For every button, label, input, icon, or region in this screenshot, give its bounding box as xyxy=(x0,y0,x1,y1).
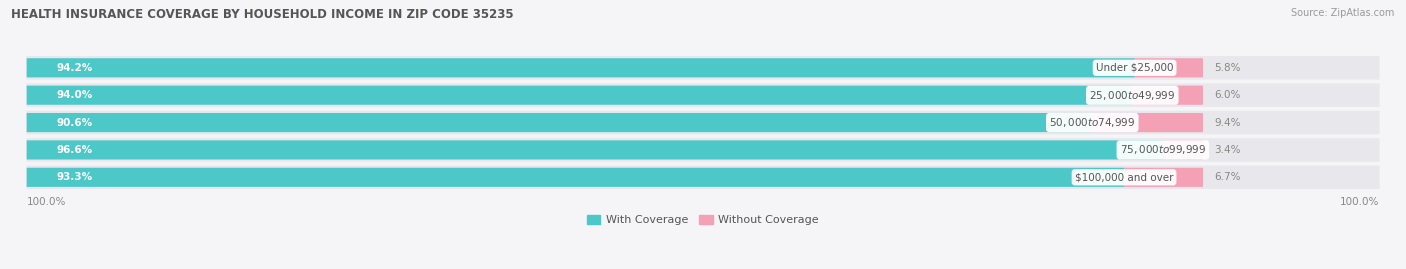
FancyBboxPatch shape xyxy=(1123,168,1204,187)
FancyBboxPatch shape xyxy=(27,165,1379,189)
FancyBboxPatch shape xyxy=(1092,113,1204,132)
Text: 100.0%: 100.0% xyxy=(1340,197,1379,207)
FancyBboxPatch shape xyxy=(27,168,1125,187)
FancyBboxPatch shape xyxy=(27,111,1379,134)
Text: 96.6%: 96.6% xyxy=(56,145,93,155)
Text: Under $25,000: Under $25,000 xyxy=(1095,63,1174,73)
Text: 3.4%: 3.4% xyxy=(1215,145,1241,155)
Text: $25,000 to $49,999: $25,000 to $49,999 xyxy=(1090,89,1175,102)
Text: 100.0%: 100.0% xyxy=(27,197,66,207)
Text: 90.6%: 90.6% xyxy=(56,118,93,128)
FancyBboxPatch shape xyxy=(27,113,1092,132)
FancyBboxPatch shape xyxy=(27,83,1379,107)
Legend: With Coverage, Without Coverage: With Coverage, Without Coverage xyxy=(588,215,818,225)
Text: $75,000 to $99,999: $75,000 to $99,999 xyxy=(1119,143,1206,157)
FancyBboxPatch shape xyxy=(27,86,1132,105)
FancyBboxPatch shape xyxy=(27,140,1163,160)
Text: 6.0%: 6.0% xyxy=(1215,90,1241,100)
Text: 93.3%: 93.3% xyxy=(56,172,93,182)
Text: 94.0%: 94.0% xyxy=(56,90,93,100)
FancyBboxPatch shape xyxy=(1132,86,1204,105)
FancyBboxPatch shape xyxy=(1163,140,1204,160)
Text: $100,000 and over: $100,000 and over xyxy=(1074,172,1173,182)
Text: 94.2%: 94.2% xyxy=(56,63,93,73)
Text: 5.8%: 5.8% xyxy=(1215,63,1241,73)
FancyBboxPatch shape xyxy=(27,138,1379,162)
Text: 9.4%: 9.4% xyxy=(1215,118,1241,128)
Text: HEALTH INSURANCE COVERAGE BY HOUSEHOLD INCOME IN ZIP CODE 35235: HEALTH INSURANCE COVERAGE BY HOUSEHOLD I… xyxy=(11,8,513,21)
Text: $50,000 to $74,999: $50,000 to $74,999 xyxy=(1049,116,1136,129)
FancyBboxPatch shape xyxy=(1135,58,1204,77)
FancyBboxPatch shape xyxy=(27,56,1379,80)
Text: 6.7%: 6.7% xyxy=(1215,172,1241,182)
Text: Source: ZipAtlas.com: Source: ZipAtlas.com xyxy=(1291,8,1395,18)
FancyBboxPatch shape xyxy=(27,58,1135,77)
